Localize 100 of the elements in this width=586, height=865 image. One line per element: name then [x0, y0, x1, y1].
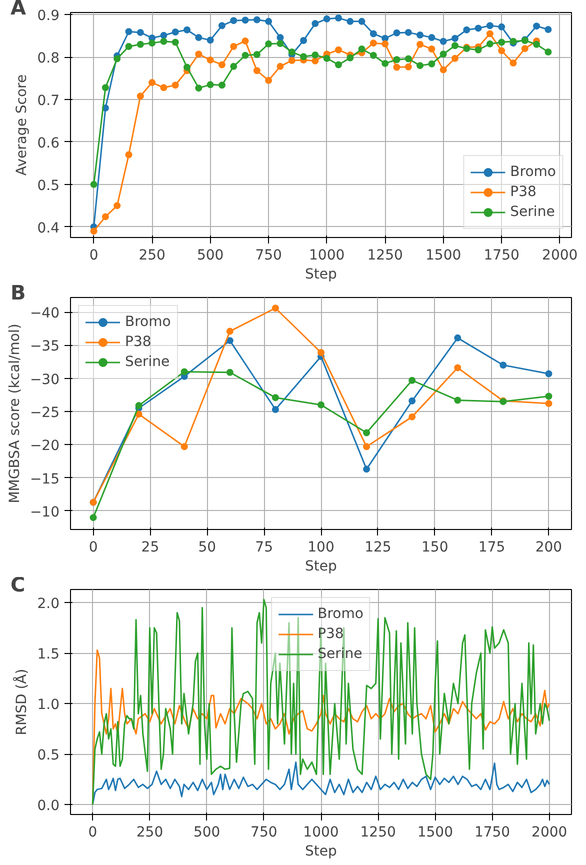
x-tick-label: 750 — [255, 248, 282, 264]
y-tick-label: 0.8 — [37, 50, 60, 67]
x-tick-label: 50 — [198, 540, 216, 556]
y-axis-title: MMGBSA score (kcal/mol) — [6, 324, 23, 504]
y-tick-label: 2.0 — [37, 596, 60, 612]
point — [393, 29, 400, 36]
point — [90, 514, 97, 522]
point — [136, 28, 144, 36]
x-tick-label: 1000 — [309, 248, 345, 264]
y-tick-label: 0.4 — [37, 220, 60, 236]
point — [370, 40, 377, 47]
point — [416, 40, 424, 48]
y-tick-label: 0.6 — [37, 135, 60, 152]
y-tick-label: 0.5 — [37, 178, 60, 194]
point — [125, 42, 132, 50]
point — [160, 38, 168, 45]
point — [272, 406, 279, 414]
point — [416, 32, 424, 38]
point — [382, 60, 389, 67]
x-axis-title: Step — [305, 266, 338, 282]
chart-title: C — [10, 572, 26, 596]
x-tick-label: 150 — [422, 540, 448, 556]
point — [428, 60, 436, 68]
point — [184, 64, 191, 71]
point — [363, 443, 370, 450]
point — [416, 62, 424, 70]
point — [272, 394, 279, 402]
point — [230, 62, 238, 70]
point — [370, 52, 377, 59]
x-axis-title: Step — [305, 844, 338, 860]
x-tick-label: 1750 — [484, 248, 520, 264]
point — [440, 66, 447, 74]
y-tick-label: 0.7 — [37, 93, 60, 110]
point — [451, 34, 458, 42]
x-tick-label: 25 — [141, 540, 160, 556]
x-tick-label: 1500 — [417, 824, 453, 840]
point — [334, 61, 342, 68]
legend-label: Bromo — [125, 314, 171, 330]
point — [408, 413, 416, 420]
point — [454, 364, 462, 372]
point — [195, 34, 202, 42]
legend-label: Serine — [510, 204, 555, 220]
x-tick-label: 1250 — [367, 248, 403, 264]
point — [226, 337, 234, 344]
point — [545, 392, 552, 400]
y-tick-label: −10 — [30, 504, 60, 520]
x-tick-label: 175 — [478, 540, 506, 556]
point — [265, 76, 272, 84]
x-tick-label: 125 — [364, 540, 392, 556]
point — [498, 47, 506, 54]
point — [346, 18, 354, 25]
point — [90, 228, 98, 235]
legend-label: P38 — [510, 184, 536, 200]
point — [500, 362, 507, 369]
legend-label: Serine — [125, 354, 170, 370]
point — [272, 304, 279, 312]
point — [486, 22, 494, 30]
point — [276, 34, 284, 42]
point — [300, 53, 308, 60]
point — [358, 18, 366, 25]
y-tick-label: 1.0 — [37, 697, 60, 714]
x-tick-label: 250 — [136, 824, 164, 840]
y-axis-title: Average Score — [14, 74, 30, 176]
point — [172, 82, 179, 89]
point — [533, 22, 540, 30]
point — [136, 40, 144, 48]
point — [312, 57, 319, 64]
point — [334, 14, 342, 22]
point — [312, 20, 319, 28]
point — [218, 82, 226, 89]
point — [454, 334, 462, 342]
point — [114, 202, 121, 210]
x-tick-label: 0 — [88, 540, 98, 556]
point — [180, 368, 188, 376]
point — [206, 36, 214, 44]
x-tick-label: 2000 — [532, 824, 568, 840]
x-tick-label: 1750 — [474, 824, 510, 840]
point — [404, 55, 412, 62]
chart-title: B — [10, 280, 26, 304]
point — [172, 38, 179, 46]
point — [276, 62, 284, 70]
point — [160, 84, 168, 92]
point — [346, 54, 354, 62]
x-tick-label: 0 — [89, 248, 98, 264]
y-tick-label: −35 — [30, 338, 60, 355]
point — [404, 63, 412, 70]
point — [334, 46, 342, 54]
point — [318, 349, 324, 356]
x-tick-label: 1000 — [303, 824, 339, 840]
x-tick-label: 750 — [250, 824, 278, 840]
x-tick-label: 2000 — [542, 248, 578, 264]
y-tick-label: −40 — [30, 306, 60, 322]
point — [160, 32, 168, 39]
point — [253, 51, 260, 58]
point — [206, 56, 214, 64]
point — [408, 397, 416, 404]
point — [498, 23, 506, 30]
point — [323, 15, 330, 22]
point — [323, 54, 330, 62]
legend-label: Bromo — [510, 164, 556, 180]
